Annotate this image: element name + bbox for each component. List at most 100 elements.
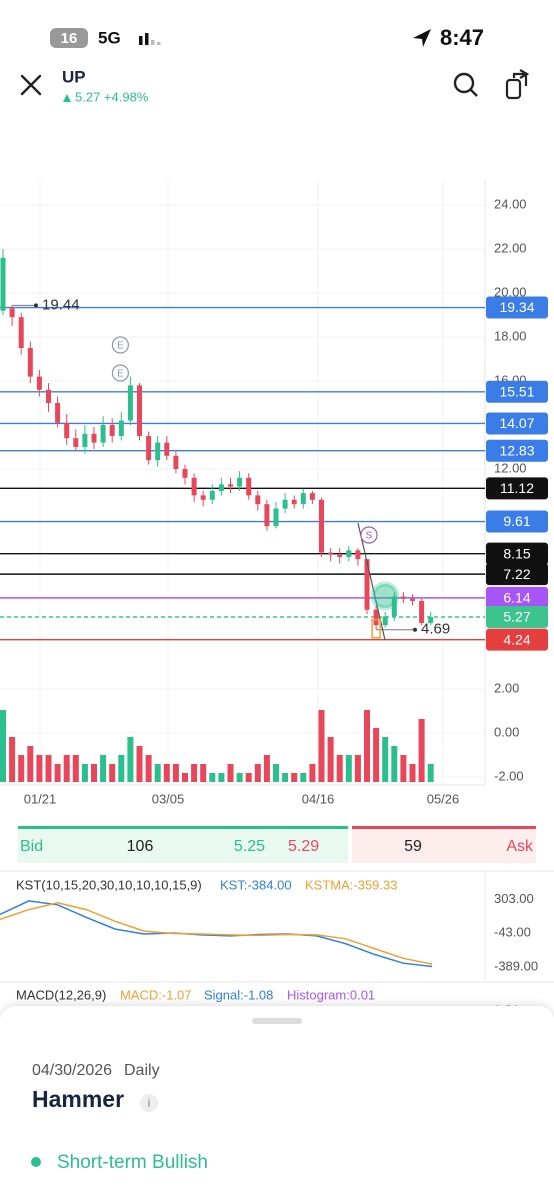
candle-body — [27, 347, 33, 377]
badge-text: 16 — [61, 30, 78, 47]
pattern-date: 04/30/2026 — [32, 1062, 112, 1079]
volume-bar — [263, 755, 270, 782]
time: 8:47 — [440, 25, 484, 50]
candle-body — [209, 490, 215, 500]
candle-body — [64, 422, 70, 439]
volume-bar — [282, 773, 289, 782]
candle-body — [246, 477, 252, 496]
pattern-name: Hammer — [32, 1086, 124, 1112]
volume-bar — [409, 764, 416, 782]
volume-bar — [291, 773, 298, 782]
candle-body — [328, 552, 334, 555]
volume-bar — [118, 755, 125, 782]
annotation-dot — [413, 627, 417, 632]
annotation-dot — [34, 303, 38, 308]
network: 5G — [98, 28, 121, 47]
bottom-sheet — [0, 1006, 554, 1200]
volume-bar — [18, 755, 25, 782]
kst-chart: 303.00 -43.00 -389.00 — [0, 891, 538, 973]
level-label-bg — [486, 563, 548, 586]
x-tick-label: 05/26 — [427, 791, 460, 806]
candle-body — [410, 598, 415, 601]
event-marker — [111, 364, 130, 382]
candle-body — [400, 596, 406, 599]
event-marker-label: E — [117, 341, 124, 352]
volume-bar — [0, 710, 6, 782]
candle-body — [9, 308, 15, 318]
volume-bar — [27, 746, 34, 782]
highlight — [370, 581, 400, 611]
level-label-bg — [486, 542, 548, 565]
event-marker — [111, 336, 130, 354]
candle-body — [255, 495, 261, 505]
volume-bar — [364, 710, 370, 782]
y-tick-label: 303.00 — [494, 891, 534, 906]
level-label-bg — [486, 628, 548, 651]
level-label-bg — [486, 510, 548, 533]
candle-body — [364, 559, 370, 610]
candle-body — [118, 420, 124, 436]
volume-bar — [336, 755, 343, 782]
volume-bar — [245, 773, 252, 782]
candle-body — [337, 554, 343, 557]
candle-body — [237, 477, 243, 487]
volume-bar — [354, 755, 361, 782]
legend-entry: MACD:-1.07 — [120, 987, 192, 1002]
volume-bar — [309, 764, 316, 782]
y-tick-label: 0.00 — [494, 724, 519, 739]
candle-body — [46, 389, 51, 403]
volume-bar — [81, 764, 88, 782]
x-tick-label: 01/21 — [24, 791, 57, 806]
volume-bar — [36, 755, 43, 782]
candle-body — [282, 499, 288, 509]
level-label-bg — [486, 606, 548, 629]
bid-size: 106 — [127, 838, 154, 855]
close-button[interactable] — [20, 74, 42, 96]
volume-bar — [45, 755, 52, 782]
candle-body — [100, 424, 106, 443]
candle-body — [127, 385, 133, 421]
candle-body — [291, 499, 297, 505]
volume-bar — [218, 773, 225, 782]
ask-label: Ask — [506, 838, 534, 855]
share-button[interactable] — [505, 69, 530, 100]
badge — [50, 28, 88, 48]
ask-size: 59 — [404, 838, 422, 855]
info-icon[interactable] — [140, 1094, 158, 1112]
candle-body — [191, 477, 197, 496]
candle-body — [428, 617, 434, 623]
event-marker — [360, 526, 378, 544]
volume-bar — [236, 773, 243, 782]
kst-line — [0, 900, 433, 968]
candle-body — [0, 257, 6, 311]
candle-body — [155, 442, 161, 461]
symbol: UP — [62, 67, 86, 86]
candle-body — [309, 493, 315, 500]
sheet-handle[interactable] — [252, 1018, 302, 1024]
volume-bar — [227, 764, 234, 782]
quote: 5.27 +4.98% — [75, 89, 149, 104]
candle-body — [382, 616, 388, 626]
high-annotation: 19.44 — [42, 296, 80, 313]
candle-body — [82, 433, 88, 447]
volume-bar — [54, 764, 61, 782]
volume-bar — [191, 764, 198, 782]
x-tick-label: 03/05 — [152, 791, 185, 806]
volume-bar — [318, 710, 325, 782]
main-chart: 24.0022.0020.0018.0016.0012.002.000.00-2… — [0, 180, 548, 806]
level-label: 4.24 — [503, 631, 530, 647]
search-button[interactable] — [453, 72, 478, 97]
volume-bar — [273, 764, 279, 782]
candle-body — [373, 609, 379, 626]
level-label: 5.27 — [503, 609, 530, 625]
legend-entry: Histogram:0.01 — [287, 987, 375, 1002]
y-tick-label: -43.00 — [494, 925, 531, 940]
volume-bar — [418, 719, 425, 782]
candle-body — [355, 550, 361, 560]
level-label: 7.22 — [503, 566, 530, 582]
up-arrow — [63, 94, 71, 102]
legend-entry: Signal:-1.08 — [204, 987, 273, 1002]
level-label: 19.34 — [499, 299, 534, 315]
